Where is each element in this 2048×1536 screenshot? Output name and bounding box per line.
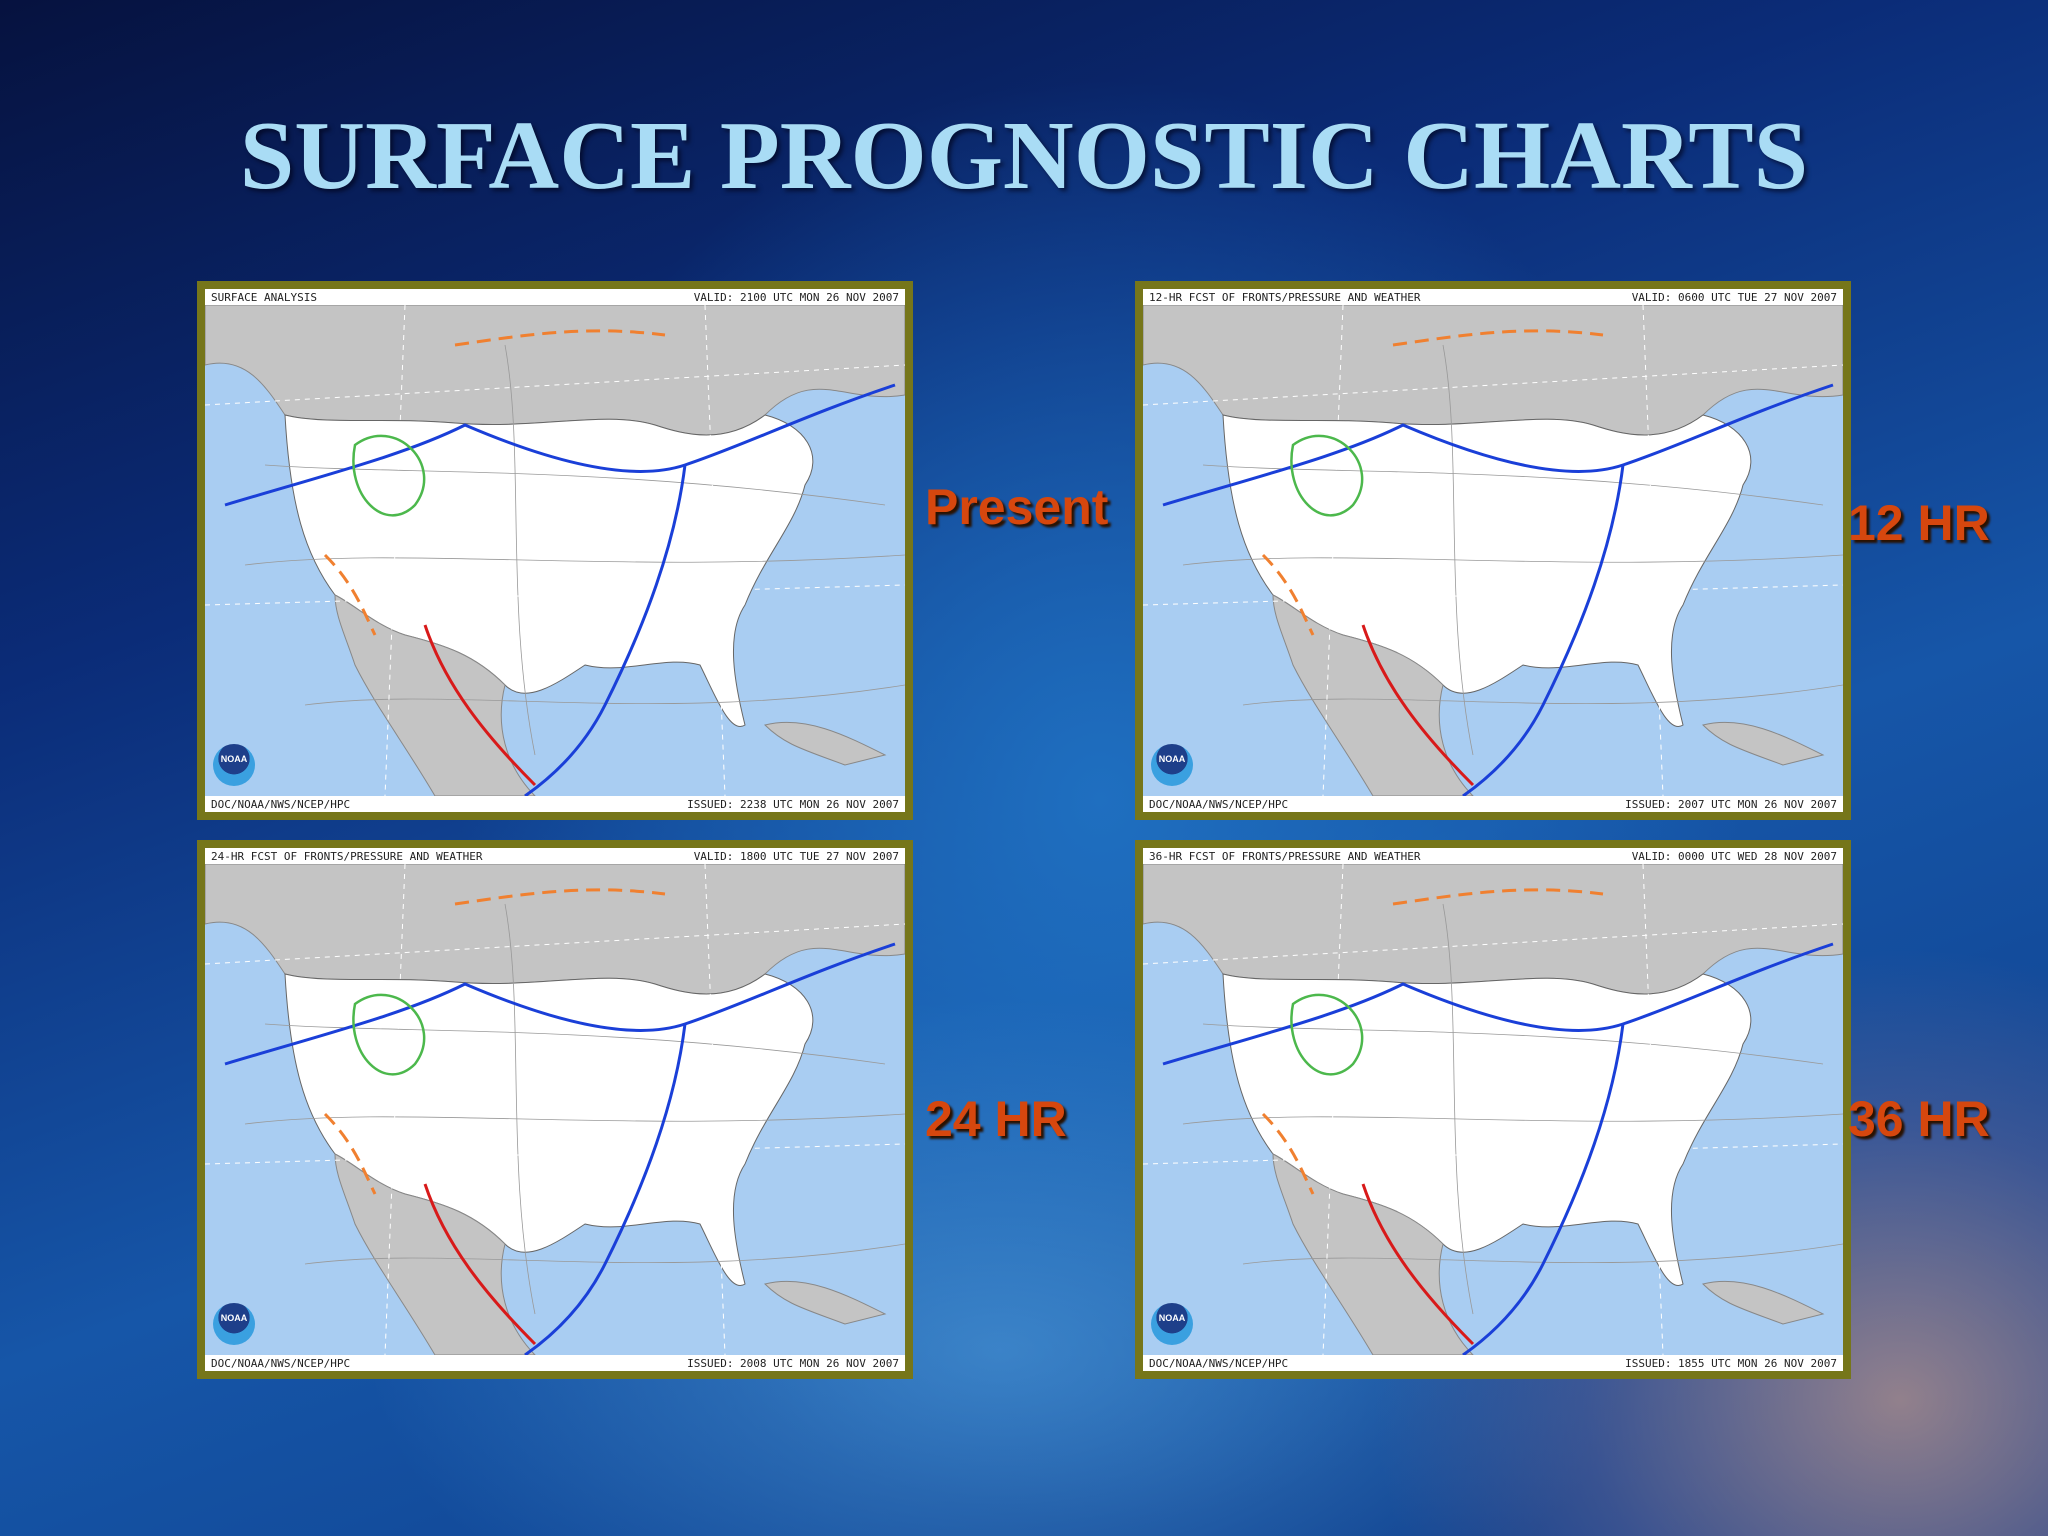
map-issued: ISSUED: 2007 UTC MON 26 NOV 2007	[1625, 797, 1837, 811]
map-panel: 36-HR FCST OF FRONTS/PRESSURE AND WEATHE…	[1135, 840, 1851, 1379]
map-panel: 24-HR FCST OF FRONTS/PRESSURE AND WEATHE…	[197, 840, 913, 1379]
map-source: DOC/NOAA/NWS/NCEP/HPC	[1149, 1356, 1289, 1370]
map-source: DOC/NOAA/NWS/NCEP/HPC	[1149, 797, 1289, 811]
map-source: DOC/NOAA/NWS/NCEP/HPC	[211, 1356, 351, 1370]
noaa-logo: NOAA	[213, 1303, 255, 1345]
map-valid: VALID: 0000 UTC WED 28 NOV 2007	[1631, 849, 1837, 863]
forecast-label: 12 HR	[1848, 495, 1990, 551]
map-panel: 12-HR FCST OF FRONTS/PRESSURE AND WEATHE…	[1135, 281, 1851, 820]
map-source: DOC/NOAA/NWS/NCEP/HPC	[211, 797, 351, 811]
noaa-logo: NOAA	[1151, 744, 1193, 786]
noaa-logo: NOAA	[1151, 1303, 1193, 1345]
map	[1143, 864, 1843, 1355]
map	[205, 864, 905, 1355]
map-issued: ISSUED: 2008 UTC MON 26 NOV 2007	[687, 1356, 899, 1370]
map-drawing	[205, 305, 905, 796]
map-valid: VALID: 2100 UTC MON 26 NOV 2007	[693, 290, 899, 304]
map-issued: ISSUED: 1855 UTC MON 26 NOV 2007	[1625, 1356, 1837, 1370]
map-title: 24-HR FCST OF FRONTS/PRESSURE AND WEATHE…	[211, 849, 483, 863]
map	[205, 305, 905, 796]
map-header: 24-HR FCST OF FRONTS/PRESSURE AND WEATHE…	[205, 848, 905, 864]
forecast-label: 24 HR	[925, 1091, 1067, 1147]
map-drawing	[1143, 305, 1843, 796]
forecast-label: Present	[925, 479, 1109, 535]
map-issued: ISSUED: 2238 UTC MON 26 NOV 2007	[687, 797, 899, 811]
map-footer: DOC/NOAA/NWS/NCEP/HPC ISSUED: 1855 UTC MO…	[1143, 1355, 1843, 1371]
map-panel: SURFACE ANALYSIS VALID: 2100 UTC MON 26 N…	[197, 281, 913, 820]
forecast-label: 36 HR	[1848, 1091, 1990, 1147]
map	[1143, 305, 1843, 796]
map-title: SURFACE ANALYSIS	[211, 290, 317, 304]
map-footer: DOC/NOAA/NWS/NCEP/HPC ISSUED: 2007 UTC MO…	[1143, 796, 1843, 812]
map-footer: DOC/NOAA/NWS/NCEP/HPC ISSUED: 2238 UTC MO…	[205, 796, 905, 812]
map-drawing	[205, 864, 905, 1355]
map-footer: DOC/NOAA/NWS/NCEP/HPC ISSUED: 2008 UTC MO…	[205, 1355, 905, 1371]
noaa-logo: NOAA	[213, 744, 255, 786]
map-valid: VALID: 1800 UTC TUE 27 NOV 2007	[693, 849, 899, 863]
map-valid: VALID: 0600 UTC TUE 27 NOV 2007	[1631, 290, 1837, 304]
map-title: 36-HR FCST OF FRONTS/PRESSURE AND WEATHE…	[1149, 849, 1421, 863]
map-header: 12-HR FCST OF FRONTS/PRESSURE AND WEATHE…	[1143, 289, 1843, 305]
map-drawing	[1143, 864, 1843, 1355]
title: SURFACE PROGNOSTIC CHARTS	[239, 102, 1809, 210]
map-title: 12-HR FCST OF FRONTS/PRESSURE AND WEATHE…	[1149, 290, 1421, 304]
map-header: SURFACE ANALYSIS VALID: 2100 UTC MON 26 N…	[205, 289, 905, 305]
map-header: 36-HR FCST OF FRONTS/PRESSURE AND WEATHE…	[1143, 848, 1843, 864]
